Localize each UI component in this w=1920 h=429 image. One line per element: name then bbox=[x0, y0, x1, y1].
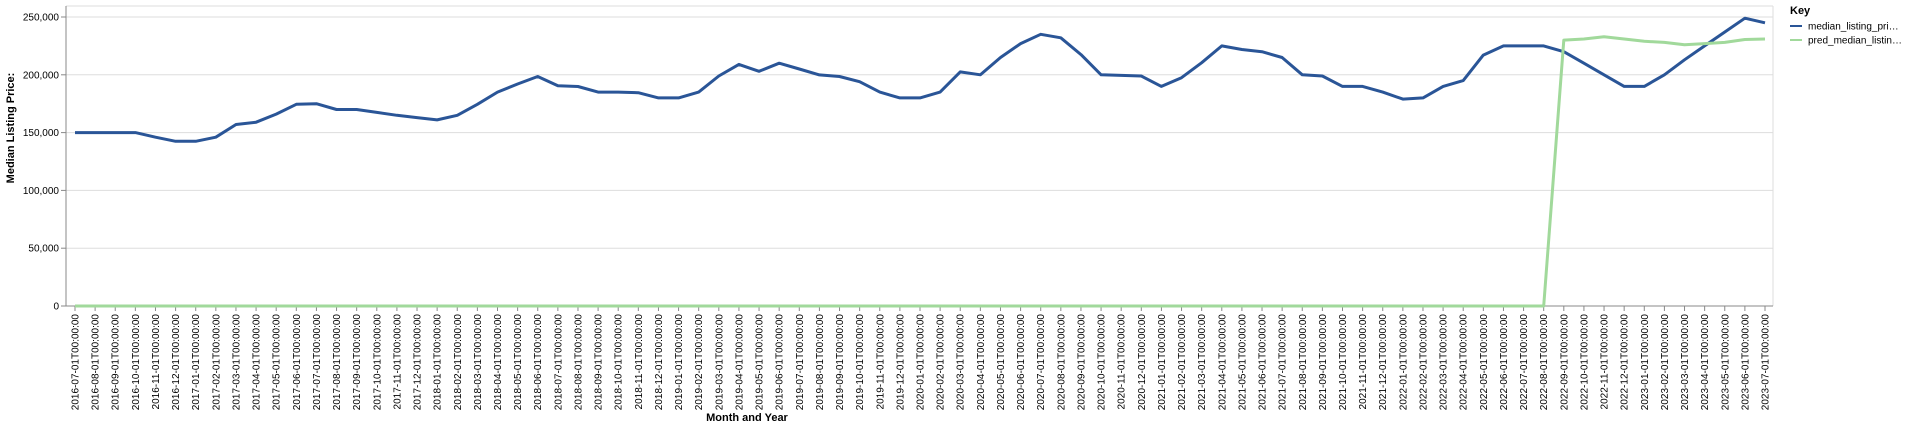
y-axis-title: Median Listing Price: bbox=[5, 73, 17, 184]
x-tick-label: 2020-11-01T00:00:00 bbox=[1117, 314, 1128, 410]
x-tick-label: 2018-09-01T00:00:00 bbox=[594, 314, 605, 411]
legend-label: median_listing_pri… bbox=[1808, 22, 1899, 33]
x-tick-label: 2023-04-01T00:00:00 bbox=[1700, 314, 1711, 411]
x-tick-label: 2017-08-01T00:00:00 bbox=[332, 314, 343, 411]
x-tick-label: 2017-11-01T00:00:00 bbox=[392, 314, 403, 410]
x-tick-label: 2020-07-01T00:00:00 bbox=[1036, 314, 1047, 411]
y-tick-label: 0 bbox=[53, 302, 59, 313]
x-tick-label: 2021-09-01T00:00:00 bbox=[1318, 314, 1329, 411]
series-line bbox=[75, 16, 1766, 143]
x-tick-label: 2017-10-01T00:00:00 bbox=[372, 314, 383, 411]
x-tick-label: 2016-07-01T00:00:00 bbox=[71, 314, 82, 411]
y-tick-label: 150,000 bbox=[23, 128, 60, 139]
x-tick-label: 2017-01-01T00:00:00 bbox=[191, 314, 202, 411]
x-tick-label: 2020-12-01T00:00:00 bbox=[1137, 314, 1148, 411]
y-tick-label: 50,000 bbox=[28, 244, 59, 255]
x-tick-label: 2023-03-01T00:00:00 bbox=[1680, 314, 1691, 411]
x-tick-label: 2022-03-01T00:00:00 bbox=[1439, 314, 1450, 411]
x-tick-label: 2019-01-01T00:00:00 bbox=[674, 314, 685, 411]
x-tick-label: 2022-04-01T00:00:00 bbox=[1459, 314, 1470, 411]
x-tick-label: 2018-10-01T00:00:00 bbox=[614, 314, 625, 411]
x-tick-label: 2018-04-01T00:00:00 bbox=[493, 314, 504, 411]
x-tick-label: 2023-02-01T00:00:00 bbox=[1660, 314, 1671, 411]
x-tick-label: 2018-01-01T00:00:00 bbox=[433, 314, 444, 411]
x-tick-label: 2018-06-01T00:00:00 bbox=[533, 314, 544, 411]
x-tick-label: 2016-09-01T00:00:00 bbox=[111, 314, 122, 411]
x-tick-label: 2020-06-01T00:00:00 bbox=[1016, 314, 1027, 411]
x-tick-label: 2018-05-01T00:00:00 bbox=[513, 314, 524, 411]
x-tick-label: 2021-03-01T00:00:00 bbox=[1197, 314, 1208, 411]
x-tick-label: 2019-08-01T00:00:00 bbox=[815, 314, 826, 411]
x-tick-label: 2021-02-01T00:00:00 bbox=[1177, 314, 1188, 411]
x-tick-label: 2020-10-01T00:00:00 bbox=[1097, 314, 1108, 411]
legend-title: Key bbox=[1790, 5, 1811, 17]
x-tick-label: 2023-01-01T00:00:00 bbox=[1640, 314, 1651, 411]
x-tick-label: 2019-12-01T00:00:00 bbox=[895, 314, 906, 411]
x-tick-label: 2016-12-01T00:00:00 bbox=[171, 314, 182, 411]
x-tick-label: 2017-02-01T00:00:00 bbox=[211, 314, 222, 411]
x-tick-label: 2020-09-01T00:00:00 bbox=[1076, 314, 1087, 411]
x-tick-label: 2019-10-01T00:00:00 bbox=[855, 314, 866, 411]
x-tick-label: 2022-10-01T00:00:00 bbox=[1579, 314, 1590, 411]
x-tick-label: 2021-01-01T00:00:00 bbox=[1157, 314, 1168, 411]
series-line bbox=[75, 35, 1766, 308]
x-tick-label: 2021-06-01T00:00:00 bbox=[1258, 314, 1269, 411]
x-axis-title: Month and Year bbox=[706, 412, 788, 424]
x-tick-label: 2018-03-01T00:00:00 bbox=[473, 314, 484, 411]
x-tick-label: 2017-07-01T00:00:00 bbox=[312, 314, 323, 411]
x-tick-label: 2016-08-01T00:00:00 bbox=[91, 314, 102, 411]
x-tick-label: 2016-10-01T00:00:00 bbox=[131, 314, 142, 411]
x-tick-label: 2021-08-01T00:00:00 bbox=[1298, 314, 1309, 411]
x-tick-label: 2022-11-01T00:00:00 bbox=[1600, 314, 1611, 410]
x-tick-label: 2021-12-01T00:00:00 bbox=[1378, 314, 1389, 411]
x-tick-label: 2017-12-01T00:00:00 bbox=[413, 314, 424, 411]
x-tick-label: 2020-02-01T00:00:00 bbox=[936, 314, 947, 411]
x-tick-label: 2017-09-01T00:00:00 bbox=[352, 314, 363, 411]
x-tick-label: 2022-06-01T00:00:00 bbox=[1499, 314, 1510, 411]
x-tick-label: 2017-06-01T00:00:00 bbox=[292, 314, 303, 411]
x-tick-label: 2020-05-01T00:00:00 bbox=[996, 314, 1007, 411]
x-tick-label: 2018-12-01T00:00:00 bbox=[654, 314, 665, 411]
x-tick-label: 2019-09-01T00:00:00 bbox=[835, 314, 846, 411]
x-tick-label: 2023-05-01T00:00:00 bbox=[1720, 314, 1731, 411]
x-tick-label: 2021-05-01T00:00:00 bbox=[1237, 314, 1248, 411]
x-tick-label: 2022-09-01T00:00:00 bbox=[1559, 314, 1570, 411]
x-tick-label: 2020-03-01T00:00:00 bbox=[956, 314, 967, 411]
x-tick-label: 2019-07-01T00:00:00 bbox=[795, 314, 806, 411]
x-tick-label: 2017-03-01T00:00:00 bbox=[231, 314, 242, 411]
x-tick-label: 2019-06-01T00:00:00 bbox=[775, 314, 786, 411]
x-tick-label: 2022-05-01T00:00:00 bbox=[1479, 314, 1490, 411]
x-tick-label: 2019-05-01T00:00:00 bbox=[755, 314, 766, 411]
x-tick-label: 2022-02-01T00:00:00 bbox=[1418, 314, 1429, 411]
legend-label: pred_median_listin… bbox=[1808, 36, 1902, 47]
y-tick-label: 100,000 bbox=[23, 186, 60, 197]
x-tick-label: 2019-02-01T00:00:00 bbox=[694, 314, 705, 411]
x-tick-label: 2019-04-01T00:00:00 bbox=[734, 314, 745, 411]
x-tick-label: 2022-12-01T00:00:00 bbox=[1620, 314, 1631, 411]
x-tick-label: 2021-07-01T00:00:00 bbox=[1278, 314, 1289, 411]
x-tick-label: 2023-07-01T00:00:00 bbox=[1761, 314, 1772, 411]
x-tick-label: 2018-02-01T00:00:00 bbox=[453, 314, 464, 411]
x-tick-label: 2017-05-01T00:00:00 bbox=[272, 314, 283, 411]
x-tick-label: 2023-06-01T00:00:00 bbox=[1740, 314, 1751, 411]
x-tick-label: 2018-07-01T00:00:00 bbox=[553, 314, 564, 411]
x-tick-label: 2020-04-01T00:00:00 bbox=[976, 314, 987, 411]
x-tick-label: 2017-04-01T00:00:00 bbox=[252, 314, 263, 411]
x-tick-label: 2018-11-01T00:00:00 bbox=[634, 314, 645, 410]
x-tick-label: 2016-11-01T00:00:00 bbox=[151, 314, 162, 410]
x-tick-label: 2021-11-01T00:00:00 bbox=[1358, 314, 1369, 410]
x-tick-label: 2022-08-01T00:00:00 bbox=[1539, 314, 1550, 411]
y-tick-label: 250,000 bbox=[23, 13, 60, 24]
x-tick-label: 2022-07-01T00:00:00 bbox=[1519, 314, 1530, 411]
x-tick-label: 2019-11-01T00:00:00 bbox=[875, 314, 886, 410]
x-tick-label: 2021-10-01T00:00:00 bbox=[1338, 314, 1349, 411]
y-tick-label: 200,000 bbox=[23, 70, 60, 81]
x-tick-label: 2020-08-01T00:00:00 bbox=[1056, 314, 1067, 411]
x-tick-label: 2019-03-01T00:00:00 bbox=[714, 314, 725, 411]
x-tick-label: 2021-04-01T00:00:00 bbox=[1217, 314, 1228, 411]
x-tick-label: 2018-08-01T00:00:00 bbox=[573, 314, 584, 411]
x-tick-label: 2022-01-01T00:00:00 bbox=[1398, 314, 1409, 411]
x-tick-label: 2020-01-01T00:00:00 bbox=[916, 314, 927, 411]
